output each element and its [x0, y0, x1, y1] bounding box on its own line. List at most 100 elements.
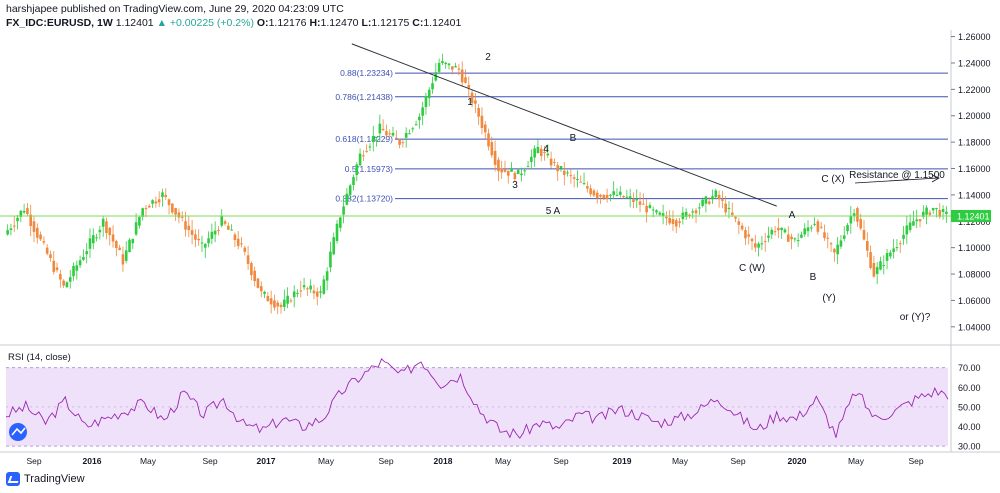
candle-body: [477, 108, 480, 117]
candle-body: [243, 247, 247, 252]
time-tick-label: May: [848, 456, 865, 466]
candle-body: [615, 194, 619, 196]
candle-body: [543, 152, 546, 154]
current-price-label: 1.12401: [957, 211, 990, 221]
candle-body: [892, 248, 895, 253]
wave-label: Resistance @ 1.1500: [849, 170, 945, 181]
candle-body: [668, 217, 671, 224]
current-price-tag: [951, 209, 991, 222]
candle-body: [141, 208, 144, 217]
candle-body: [88, 238, 92, 249]
candle-body: [539, 148, 543, 156]
candle-body: [223, 221, 227, 224]
tradingview-logo-text: TradingView: [24, 473, 85, 485]
candle-body: [885, 253, 889, 261]
candle-body: [935, 207, 938, 209]
candle-body: [62, 280, 65, 286]
candle-body: [177, 212, 181, 218]
candle-body: [348, 185, 352, 195]
candle-body: [582, 183, 586, 185]
candle-body: [220, 216, 224, 226]
candle-body: [134, 222, 138, 235]
candle-body: [355, 164, 359, 176]
candle-body: [497, 159, 500, 172]
candle-body: [655, 210, 658, 213]
candle-body: [605, 194, 609, 200]
candle-body: [342, 206, 345, 215]
resistance-arrow-head: [931, 174, 940, 183]
candle-body: [167, 199, 171, 206]
wave-label: (Y): [822, 293, 835, 304]
axes: 1.26000 1.24000 1.22000 1.20000 1.18000 1.160…: [26, 32, 991, 466]
candle-body: [187, 225, 191, 231]
candle-body: [101, 218, 105, 227]
candle-body: [424, 96, 428, 107]
candle-body: [250, 263, 253, 276]
price-tick-label: 1.08000: [958, 270, 991, 280]
symbol-name: FX_IDC:EURUSD, 1W: [6, 17, 113, 29]
candle-body: [875, 267, 879, 275]
candle-body: [72, 265, 75, 277]
candle-body: [457, 68, 461, 70]
candle-body: [55, 267, 59, 270]
candle-body: [826, 237, 830, 239]
price-tick-label: 1.22000: [958, 85, 991, 95]
candle-body: [553, 161, 556, 163]
candle-body: [371, 135, 375, 143]
wave-label: C (W): [739, 263, 765, 274]
low-value: 1.12175: [371, 17, 410, 29]
candles[interactable]: [6, 53, 948, 315]
publish-line: harshjapee published on TradingView.com,…: [6, 3, 344, 15]
fib-label: 0.88(1.23234): [340, 68, 393, 78]
candle-body: [671, 219, 675, 225]
candle-body: [52, 260, 56, 272]
candle-body: [549, 158, 553, 166]
candle-body: [414, 124, 418, 126]
rsi-line: [6, 358, 949, 439]
candle-body: [533, 148, 536, 158]
candle-body: [6, 230, 9, 235]
candle-body: [796, 239, 800, 242]
candle-body: [65, 282, 69, 288]
candle-body: [266, 296, 270, 302]
candle-body: [85, 251, 88, 255]
candle-body: [98, 229, 102, 233]
chart-logo-icon: [9, 423, 27, 441]
candle-body: [82, 257, 85, 260]
candle-body: [437, 63, 441, 72]
price-tick-label: 1.06000: [958, 296, 991, 306]
overlay-lines[interactable]: [0, 43, 951, 217]
candle-body: [750, 238, 754, 242]
candle-body: [32, 221, 36, 232]
candle-body: [556, 165, 559, 172]
rsi-tick-label: 60.00: [958, 383, 981, 393]
candle-body: [674, 220, 678, 227]
candle-body: [902, 234, 905, 239]
candle-body: [75, 265, 79, 271]
candle-body: [381, 128, 385, 131]
fib-label: 0.786(1.21438): [335, 92, 393, 102]
price-change: +0.00225 (+0.2%): [169, 17, 254, 29]
candle-body: [839, 240, 843, 247]
candle-body: [154, 201, 158, 204]
candle-body: [121, 254, 125, 265]
candle-body: [217, 230, 220, 232]
candle-body: [95, 237, 98, 239]
candle-body: [315, 291, 319, 297]
candle-body: [240, 243, 243, 245]
candle-body: [339, 217, 342, 228]
tradingview-logo[interactable]: TradingView: [6, 472, 85, 486]
candle-body: [661, 213, 665, 216]
candle-body: [105, 221, 108, 234]
wave-label: 5 A: [546, 206, 561, 217]
candle-body: [460, 69, 464, 83]
open-label: O:: [256, 17, 269, 29]
candle-body: [800, 234, 803, 238]
time-tick-label: 2019: [613, 456, 632, 466]
candle-body: [131, 238, 135, 244]
candle-body: [740, 225, 744, 230]
price-tick-label: 1.24000: [958, 58, 991, 68]
candle-body: [895, 247, 899, 249]
candle-body: [273, 300, 276, 308]
